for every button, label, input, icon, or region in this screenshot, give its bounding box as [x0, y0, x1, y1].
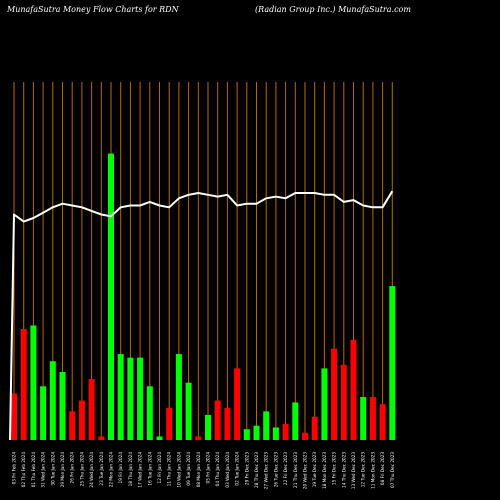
x-tick-label: 26 Tue Dec 2023: [273, 452, 278, 488]
money-flow-bars: [11, 153, 396, 440]
x-tick-label: 16 Tue Jan 2024: [147, 452, 152, 486]
money-flow-bar-up: [127, 357, 134, 440]
x-tick-label: 22 Fri Dec 2023: [283, 452, 288, 485]
x-tick-label: 08 Fri Dec 2023: [380, 452, 385, 485]
money-flow-bar-up: [205, 414, 211, 440]
x-tick-label: 20 Wed Dec 2023: [303, 452, 308, 490]
money-flow-bar-up: [146, 386, 153, 440]
x-tick-label: 04 Thu Jan 2024: [215, 452, 220, 487]
money-flow-bar-down: [224, 407, 231, 440]
x-tick-label: 09 Tue Jan 2024: [186, 452, 191, 486]
money-flow-bar-down: [11, 393, 17, 440]
x-tick-label: 03 Fri Feb 2024: [12, 452, 17, 485]
x-tick-label: 30 Tue Jan 2024: [50, 452, 55, 486]
x-tick-label: 18 Mon Dec 2023: [322, 452, 327, 489]
x-tick-label: 11 Mon Dec 2023: [370, 452, 375, 489]
chart-title-left: MunafaSutra Money Flow Charts for RDN: [7, 5, 179, 14]
x-tick-label: 05 Fri Jan 2024: [206, 452, 211, 484]
x-tick-label: 23 Tue Jan 2024: [99, 452, 104, 486]
money-flow-bar-up: [40, 386, 47, 440]
money-flow-bar-down: [69, 411, 76, 440]
money-flow-bar-up: [185, 382, 192, 440]
x-tick-label: 27 Wed Dec 2023: [264, 452, 269, 490]
x-tick-label: 19 Fri Jan 2024: [118, 452, 123, 484]
money-flow-bar-down: [282, 423, 289, 440]
money-flow-bar-up: [321, 368, 328, 440]
money-flow-bar-down: [340, 364, 347, 440]
x-tick-label: 29 Fri Dec 2023: [244, 452, 249, 485]
money-flow-bar-up: [59, 371, 66, 440]
x-tick-label: 02 Tue Jan 2024: [235, 452, 240, 486]
x-tick-label: 21 Thu Dec 2023: [293, 452, 298, 488]
trend-line: [9, 190, 394, 441]
money-flow-bar-down: [379, 404, 386, 440]
money-flow-bar-down: [369, 397, 376, 440]
money-flow-bar-down: [214, 400, 221, 440]
x-tick-label: 26 Fri Jan 2024: [70, 452, 75, 484]
x-tick-label: 07 Thu Dec 2023: [390, 452, 395, 488]
x-tick-label: 03 Wed Jan 2024: [225, 452, 230, 488]
x-tick-label: 28 Thu Dec 2023: [254, 452, 259, 488]
x-tick-label: 08 Mon Jan 2024: [196, 452, 201, 488]
money-flow-bar-down: [88, 379, 95, 440]
x-tick-label: 02 Thu Feb 2024: [21, 452, 26, 488]
money-flow-bar-down: [302, 432, 308, 440]
x-tick-label: 29 Mon Jan 2024: [60, 452, 65, 488]
money-flow-bar-up: [253, 425, 260, 440]
money-flow-bar-up: [49, 361, 56, 440]
money-flow-bar-up: [243, 429, 250, 440]
money-flow-bar-up: [272, 427, 279, 440]
chart-title-right: (Radian Group Inc.) MunafaSutra.com: [255, 5, 411, 14]
money-flow-bar-up: [108, 153, 114, 440]
x-tick-label: 31 Wed Jan 2024: [41, 452, 46, 488]
money-flow-bar-down: [311, 416, 318, 440]
money-flow-bar-up: [137, 357, 144, 440]
x-tick-label: 22 Mon Jan 2024: [109, 452, 114, 488]
x-axis-labels: 03 Fri Feb 2024 02 Thu Feb 2024 01 Thu Feb…: [12, 452, 395, 490]
money-flow-bar-up: [117, 354, 124, 440]
money-flow-bar-down: [195, 436, 202, 440]
x-tick-label: 17 Wed Jan 2024: [138, 452, 143, 488]
money-flow-bar-down: [234, 368, 241, 440]
x-tick-label: 24 Wed Jan 2024: [89, 452, 94, 488]
money-flow-bar-down: [331, 348, 338, 440]
x-tick-label: 14 Thu Dec 2023: [341, 452, 346, 488]
money-flow-bar-up: [389, 286, 396, 440]
money-flow-bar-down: [20, 329, 27, 440]
money-flow-bar-up: [156, 436, 163, 440]
x-tick-label: 01 Thu Feb 2024: [31, 452, 36, 488]
x-tick-label: 15 Fri Dec 2023: [332, 452, 337, 485]
x-tick-label: 18 Thu Jan 2024: [128, 452, 133, 487]
x-tick-label: 12 Tue Dec 2023: [361, 452, 366, 488]
x-tick-label: 12 Fri Jan 2024: [157, 452, 162, 484]
money-flow-bar-down: [78, 400, 85, 440]
money-flow-bar-up: [292, 402, 299, 440]
money-flow-bar-up: [30, 325, 37, 440]
money-flow-bar-up: [175, 354, 182, 440]
money-flow-bar-down: [350, 339, 357, 440]
x-tick-label: 19 Tue Dec 2023: [312, 452, 317, 488]
money-flow-bar-down: [166, 407, 173, 440]
money-flow-bar-up: [360, 397, 367, 440]
x-tick-label: 25 Thu Jan 2024: [79, 452, 84, 487]
x-tick-label: 10 Wed Jan 2024: [176, 452, 181, 488]
money-flow-bar-down: [98, 436, 105, 440]
x-tick-label: 11 Thu Jan 2024: [167, 452, 172, 487]
money-flow-bar-up: [263, 411, 270, 440]
x-tick-label: 13 Wed Dec 2023: [351, 452, 356, 490]
trend-line-group: [9, 190, 394, 441]
